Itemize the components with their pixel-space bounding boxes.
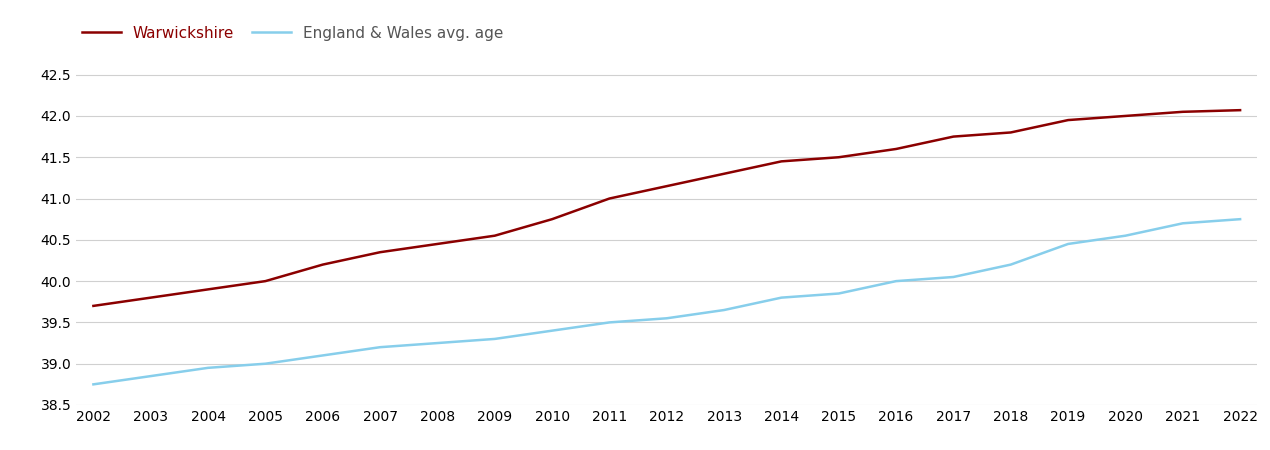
England & Wales avg. age	[1003, 262, 1019, 267]
England & Wales avg. age	[602, 320, 617, 325]
England & Wales avg. age	[488, 336, 503, 342]
Warwickshire	[889, 146, 904, 152]
Warwickshire	[545, 216, 560, 222]
Line: Warwickshire: Warwickshire	[94, 110, 1240, 306]
Warwickshire	[773, 159, 789, 164]
England & Wales avg. age	[86, 382, 102, 387]
Warwickshire	[1118, 113, 1133, 119]
Warwickshire	[602, 196, 617, 201]
Warwickshire	[429, 241, 444, 247]
Warwickshire	[144, 295, 159, 300]
England & Wales avg. age	[716, 307, 732, 313]
England & Wales avg. age	[315, 353, 330, 358]
England & Wales avg. age	[201, 365, 216, 370]
Warwickshire	[372, 249, 387, 255]
England & Wales avg. age	[1060, 241, 1076, 247]
Warwickshire	[716, 171, 732, 176]
England & Wales avg. age	[1118, 233, 1133, 238]
England & Wales avg. age	[144, 374, 159, 379]
Warwickshire	[86, 303, 102, 309]
Warwickshire	[315, 262, 330, 267]
Warwickshire	[488, 233, 503, 238]
Warwickshire	[946, 134, 961, 140]
England & Wales avg. age	[545, 328, 560, 333]
England & Wales avg. age	[429, 340, 444, 346]
England & Wales avg. age	[659, 315, 674, 321]
Warwickshire	[1060, 117, 1076, 123]
Warwickshire	[831, 154, 846, 160]
Warwickshire	[1003, 130, 1019, 135]
England & Wales avg. age	[831, 291, 846, 296]
England & Wales avg. age	[1175, 220, 1190, 226]
England & Wales avg. age	[773, 295, 789, 300]
Warwickshire	[201, 287, 216, 292]
England & Wales avg. age	[889, 279, 904, 284]
England & Wales avg. age	[1232, 216, 1247, 222]
Legend: Warwickshire, England & Wales avg. age: Warwickshire, England & Wales avg. age	[76, 20, 509, 47]
Line: England & Wales avg. age: England & Wales avg. age	[94, 219, 1240, 384]
England & Wales avg. age	[946, 274, 961, 280]
Warwickshire	[258, 279, 273, 284]
Warwickshire	[659, 184, 674, 189]
Warwickshire	[1232, 108, 1247, 113]
England & Wales avg. age	[372, 345, 387, 350]
Warwickshire	[1175, 109, 1190, 114]
England & Wales avg. age	[258, 361, 273, 366]
